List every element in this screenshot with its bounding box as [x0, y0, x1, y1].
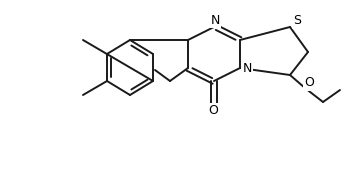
Text: S: S — [293, 14, 301, 28]
Text: O: O — [304, 76, 314, 89]
Text: N: N — [242, 62, 252, 74]
Text: O: O — [208, 104, 218, 116]
Text: N: N — [210, 13, 220, 27]
